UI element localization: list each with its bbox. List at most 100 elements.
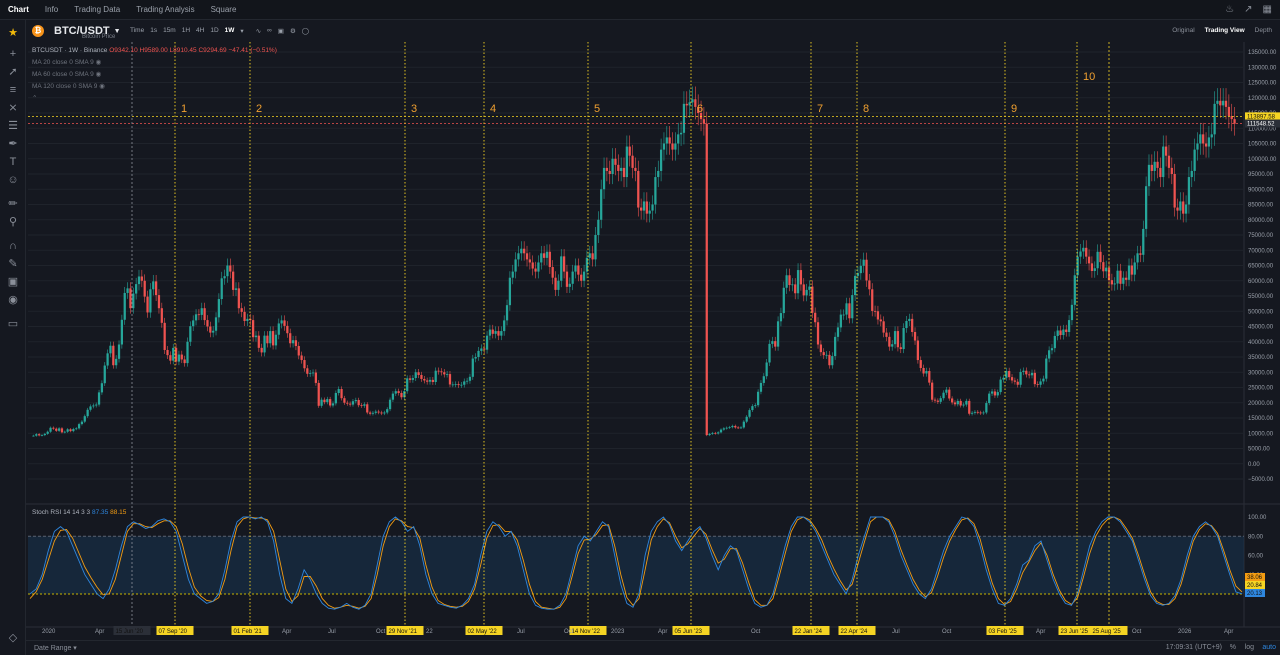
ruler-icon[interactable]: ✏ — [8, 198, 18, 210]
candle-body — [968, 400, 971, 414]
candle-body — [771, 341, 774, 344]
view-trading-view[interactable]: Trading View — [1204, 27, 1245, 34]
tab-trading-analysis[interactable]: Trading Analysis — [136, 5, 195, 14]
candle-body — [1113, 283, 1116, 285]
interval-4h[interactable]: 4H — [196, 27, 205, 34]
interval-1s[interactable]: 1s — [150, 27, 158, 34]
chart-header: ₿ BTC/USDT ▼ Bitcoin Price Time 1s 15m 1… — [26, 20, 1280, 42]
auto-toggle[interactable]: auto — [1262, 644, 1276, 651]
bell-icon[interactable]: ♨ — [1225, 4, 1235, 15]
view-depth[interactable]: Depth — [1254, 27, 1272, 34]
candle-body — [1176, 207, 1179, 211]
pencil-lock-icon[interactable]: ✎ — [8, 258, 18, 270]
pair-selector[interactable]: BTC/USDT — [54, 24, 110, 37]
candle-body — [868, 280, 871, 290]
crosshair-icon[interactable]: + — [9, 48, 17, 60]
candle-body — [562, 256, 566, 272]
candle-body — [982, 412, 985, 414]
candle-body — [1147, 164, 1151, 187]
compare-icon[interactable]: ∞ — [267, 27, 272, 34]
candle-body — [257, 335, 260, 348]
candle-body — [662, 143, 666, 150]
expand-icon[interactable]: ↗ — [1244, 4, 1253, 15]
indicator-icon[interactable]: ∿ — [255, 28, 262, 35]
marker-date-label: 23 Jun '25 — [1061, 629, 1089, 635]
eye-icon[interactable]: ◉ — [95, 71, 102, 78]
pair-dropdown-icon[interactable]: ▼ — [113, 27, 121, 35]
eye-icon[interactable]: ◉ — [8, 294, 18, 306]
clock-timezone[interactable]: 17:09:31 (UTC+9) — [1165, 644, 1222, 651]
percent-toggle[interactable]: % — [1229, 644, 1236, 651]
candle-body — [186, 341, 189, 364]
candle-body — [990, 391, 994, 394]
marker-date-bg — [986, 626, 1024, 635]
trendline-icon[interactable]: ➚ — [8, 66, 18, 78]
candle-body — [719, 429, 723, 433]
interval-15m[interactable]: 15m — [163, 27, 176, 34]
pitchfork-icon[interactable]: ⨯ — [8, 102, 18, 114]
candle-body — [668, 137, 671, 144]
candle-body — [1162, 146, 1165, 178]
candle-body — [1170, 167, 1173, 174]
interval-1d[interactable]: 1D — [210, 27, 219, 34]
interval-1h[interactable]: 1H — [181, 27, 191, 34]
settings-icon[interactable]: ⚙ — [289, 28, 296, 35]
candle-body — [625, 146, 628, 178]
candle-body — [72, 428, 75, 432]
lock-icon[interactable]: ▣ — [7, 276, 19, 288]
candle-body — [651, 204, 654, 211]
fib-icon[interactable]: ☰ — [8, 120, 18, 132]
view-original[interactable]: Original — [1172, 27, 1195, 34]
candle-body — [1130, 265, 1133, 275]
candle-body — [674, 143, 677, 150]
interval-time[interactable]: Time — [130, 27, 145, 34]
candle-body — [779, 313, 783, 322]
candle-body — [232, 271, 235, 290]
marker-date-bg — [1058, 626, 1096, 635]
date-range-button[interactable]: Date Range ▾ — [34, 645, 77, 652]
layers-icon[interactable]: ◇ — [8, 632, 18, 644]
candle-body — [183, 359, 186, 364]
legend-ma120: MA 120 close 0 SMA 9 — [32, 83, 98, 90]
tab-chart[interactable]: Chart — [8, 5, 29, 14]
candle-body — [996, 392, 999, 396]
candle-body — [1087, 256, 1091, 264]
eye-icon[interactable]: ◉ — [99, 83, 105, 90]
candle-body — [822, 352, 825, 356]
favorite-star-icon[interactable]: ★ — [8, 27, 18, 39]
emoji-icon[interactable]: ☺ — [7, 174, 19, 186]
marker-date-label: 22 Apr '24 — [841, 629, 868, 635]
candle-body — [702, 119, 706, 124]
candle-body — [377, 411, 380, 413]
candle-body — [488, 329, 492, 336]
collapse-legend-icon[interactable]: ⌃ — [32, 95, 38, 102]
candle-body — [993, 391, 997, 396]
candle-body — [973, 411, 977, 413]
trash-icon[interactable]: ▭ — [7, 318, 19, 330]
interval-more-icon[interactable]: ▾ — [240, 28, 244, 35]
interval-1w[interactable]: 1W — [224, 27, 235, 34]
eye-icon[interactable]: ◉ — [95, 59, 102, 66]
topnav-right-icons: ♨ ↗ ▦ — [1225, 4, 1272, 15]
candle-body — [271, 331, 275, 346]
grid-icon[interactable]: ▦ — [1262, 4, 1272, 15]
candle-body — [1099, 251, 1102, 263]
candle-body — [1190, 170, 1193, 178]
candle-body — [503, 320, 506, 332]
log-toggle[interactable]: log — [1244, 644, 1254, 651]
tab-square[interactable]: Square — [210, 5, 237, 14]
marker-number: 9 — [1011, 103, 1017, 115]
candle-body — [1199, 134, 1202, 144]
tab-info[interactable]: Info — [44, 5, 59, 14]
price-chart[interactable]: 135000.00 130000.00 125000.00 120000.00 1 150… — [26, 42, 1280, 640]
magnet-icon[interactable]: ∩ — [9, 240, 17, 252]
camera-icon[interactable]: ▣ — [277, 28, 284, 35]
brush-icon[interactable]: ✒ — [8, 138, 18, 150]
horizontal-lines-icon[interactable]: ≡ — [9, 84, 17, 96]
candle-body — [1070, 304, 1074, 321]
replay-icon[interactable]: ◯ — [301, 28, 310, 35]
candle-body — [480, 348, 483, 351]
text-icon[interactable]: T — [9, 156, 17, 168]
zoom-icon[interactable]: ⚲ — [8, 216, 18, 228]
tab-trading-data[interactable]: Trading Data — [74, 5, 121, 14]
